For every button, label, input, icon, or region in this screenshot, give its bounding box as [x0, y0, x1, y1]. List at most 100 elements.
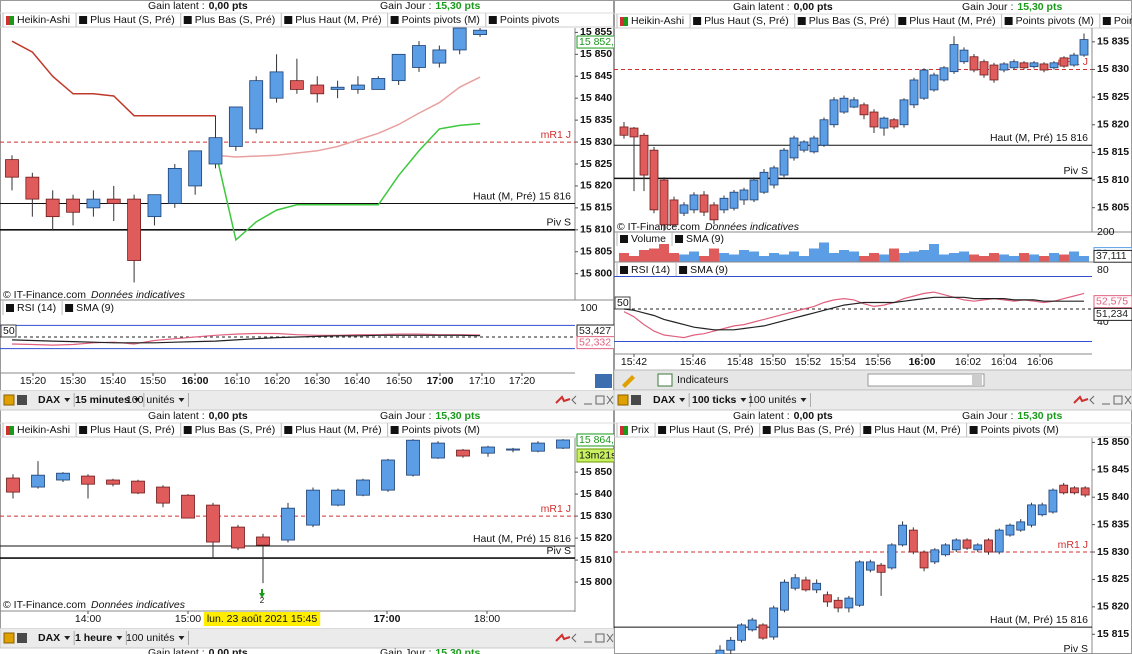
toolbar-dropdown[interactable]: DAX [38, 394, 60, 406]
legend-item[interactable]: Plus Haut (M, Pré) [874, 424, 960, 436]
indicator-icon[interactable] [657, 373, 673, 387]
legend-item[interactable]: Plus Haut (M, Pré) [909, 15, 995, 27]
legend-item[interactable]: Heikin-Ashi [631, 15, 684, 27]
candle-body [1048, 489, 1058, 513]
candle-body [919, 551, 929, 569]
candle-body [629, 127, 639, 138]
legend-item[interactable]: Plus Haut (M, Pré) [295, 424, 381, 436]
candle-body [381, 459, 395, 491]
candle-body [859, 104, 869, 116]
cursor-time-box [203, 612, 321, 626]
candle-body [812, 582, 822, 591]
window-close[interactable] [606, 633, 614, 643]
toolbar-icon [3, 632, 15, 644]
legend-item[interactable]: Heikin-Ashi [17, 14, 70, 26]
draw-tool-icon[interactable] [622, 375, 635, 388]
y-tick-label: 15 800 [580, 576, 612, 588]
window-sync-icon[interactable] [1073, 395, 1089, 404]
candle-body [689, 194, 699, 211]
volume-bar [709, 248, 719, 262]
legend-item[interactable]: Points pivots [1114, 15, 1132, 27]
legend-item[interactable]: Plus Bas (S, Pré) [774, 424, 855, 436]
legend-icon [620, 266, 628, 274]
legend-item[interactable]: SMA (9) [686, 233, 724, 245]
candle-body [1080, 487, 1090, 496]
candle-body [973, 544, 983, 551]
candle-body [887, 544, 897, 569]
candle-body [659, 179, 669, 226]
window-prev[interactable] [571, 395, 577, 405]
legend-item[interactable]: Plus Haut (S, Pré) [90, 424, 175, 436]
legend-item[interactable]: Points pivots [500, 14, 560, 26]
window-close[interactable] [1124, 395, 1132, 405]
legend-item[interactable]: Prix [631, 424, 650, 436]
y-tick-label: 15 845 [580, 70, 612, 82]
x-tick-label: 16:40 [344, 375, 370, 387]
candle-body [649, 149, 659, 211]
toolbar-dropdown[interactable]: DAX [653, 394, 675, 406]
legend-item[interactable]: SMA (9) [690, 264, 728, 276]
toolbar-dropdown[interactable]: 1 heure [75, 632, 113, 644]
window-sync-icon[interactable] [555, 395, 571, 404]
legend-item[interactable]: Points pivots (M) [1016, 15, 1094, 27]
window-maximize[interactable] [595, 395, 605, 405]
window-sync-icon[interactable] [555, 633, 571, 642]
legend-item[interactable]: Plus Bas (S, Pré) [809, 15, 890, 27]
legend-item[interactable]: Plus Haut (S, Pré) [90, 14, 175, 26]
legend-item[interactable]: Volume [631, 233, 666, 245]
volume-bar [879, 254, 889, 262]
toolbar-dropdown[interactable]: 100 unités [748, 394, 796, 406]
legend-icon [624, 17, 628, 26]
volume-bar [989, 253, 999, 262]
scroll-button[interactable] [595, 374, 612, 388]
legend-item[interactable]: Points pivots (M) [981, 424, 1059, 436]
marker-note: 2 [260, 596, 265, 605]
toolbar-dropdown[interactable]: 100 unités [126, 394, 174, 406]
legend-item[interactable]: Plus Haut (M, Pré) [295, 14, 381, 26]
scroll-thumb[interactable] [972, 375, 982, 385]
candle-body [1039, 63, 1049, 71]
toolbar-dropdown[interactable]: 15 minutes [75, 394, 130, 406]
window-prev[interactable] [571, 633, 577, 643]
legend-item[interactable]: RSI (14) [17, 302, 56, 314]
window-prev[interactable] [1089, 395, 1095, 405]
volume-bar [949, 253, 959, 262]
dropdown-arrow [64, 398, 71, 402]
window-maximize[interactable] [595, 633, 605, 643]
x-tick-label: 16:00 [909, 356, 936, 368]
y-tick-label: 15 805 [1097, 201, 1129, 213]
window-close[interactable] [606, 395, 614, 405]
candle-body [758, 624, 768, 639]
legend-icon [620, 235, 628, 243]
gain-latent-label: Gain latent : [733, 1, 790, 13]
legend-icon [1004, 17, 1013, 25]
legend-item[interactable]: Points pivots (M) [402, 14, 480, 26]
volume-bar [899, 253, 909, 262]
toolbar-dropdown[interactable]: 100 unités [126, 632, 174, 644]
candle-body [281, 507, 295, 541]
indicators-button[interactable]: Indicateurs [677, 374, 728, 386]
legend-item[interactable]: SMA (9) [76, 302, 114, 314]
volume-bar [889, 248, 899, 262]
toolbar-dropdown[interactable]: 100 ticks [692, 394, 737, 406]
legend-item[interactable]: Plus Bas (S, Pré) [195, 424, 276, 436]
legend-item[interactable]: Plus Haut (S, Pré) [669, 424, 754, 436]
volume-bar [649, 248, 659, 262]
x-tick-label: 15:50 [760, 356, 786, 368]
legend-item[interactable]: RSI (14) [631, 264, 670, 276]
window-maximize[interactable] [1113, 395, 1123, 405]
dropdown-arrow [800, 398, 807, 402]
legend-item[interactable]: Heikin-Ashi [17, 424, 70, 436]
legend-item[interactable]: Points pivots (M) [402, 424, 480, 436]
legend-item[interactable]: Plus Bas (S, Pré) [195, 14, 276, 26]
candle-body [709, 204, 719, 221]
gain-latent-value: 0,00 pts [209, 647, 248, 654]
candle-body [876, 564, 886, 573]
legend-icon [79, 426, 88, 434]
x-tick-label: 15:48 [727, 356, 753, 368]
legend-item[interactable]: Plus Haut (S, Pré) [704, 15, 789, 27]
y-tick-label: 15 815 [1097, 146, 1129, 158]
scrollbar[interactable] [867, 373, 985, 387]
x-tick-label: 17:20 [509, 375, 535, 387]
toolbar-dropdown[interactable]: DAX [38, 632, 60, 644]
